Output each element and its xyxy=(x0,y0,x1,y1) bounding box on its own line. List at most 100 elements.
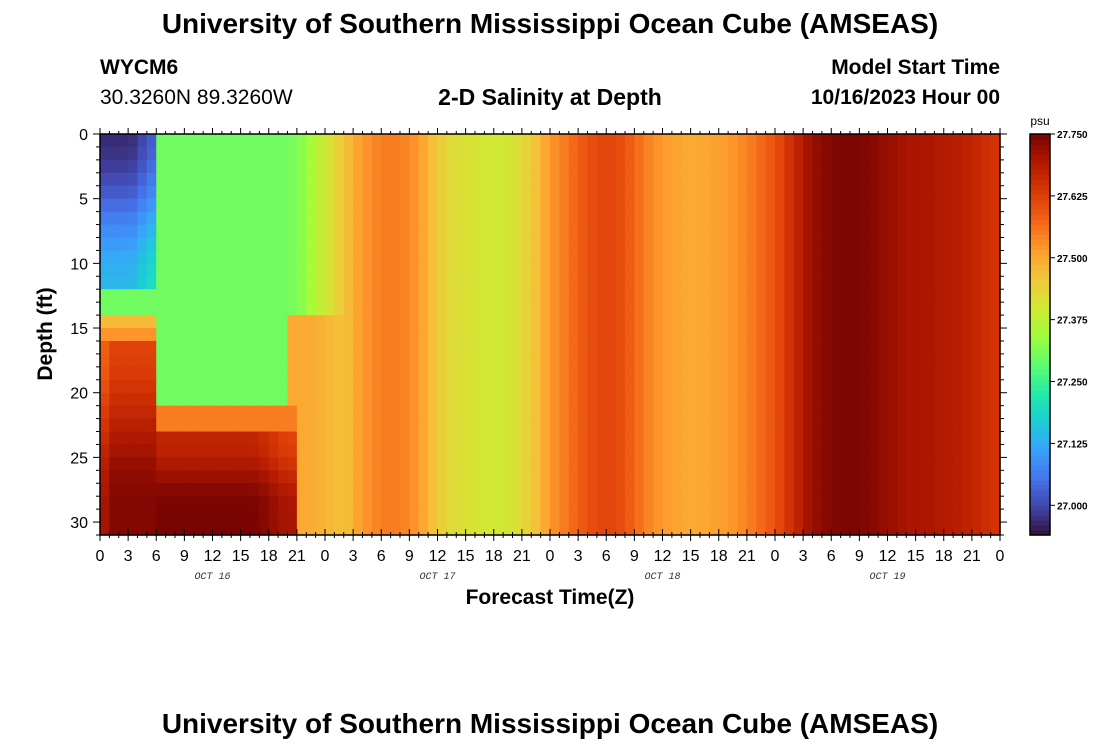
heatmap-cell xyxy=(175,457,185,471)
heatmap-cell xyxy=(915,522,926,536)
heatmap-cell xyxy=(728,159,739,174)
heatmap-cell xyxy=(315,172,326,187)
heatmap-cell xyxy=(859,315,870,329)
heatmap-cell xyxy=(671,392,682,407)
heatmap-cell xyxy=(175,353,185,368)
heatmap-cell xyxy=(315,340,326,355)
heatmap-cell xyxy=(662,366,673,381)
heatmap-cell xyxy=(531,172,542,187)
heatmap-cell xyxy=(465,276,476,290)
heatmap-cell xyxy=(671,444,682,458)
heatmap-cell xyxy=(156,379,167,394)
heatmap-cell xyxy=(906,431,917,446)
heatmap-cell xyxy=(493,276,504,290)
colorbar-swatch xyxy=(1030,149,1050,155)
heatmap-cell xyxy=(221,353,232,368)
heatmap-cell xyxy=(531,431,542,446)
heatmap-cell xyxy=(746,276,757,290)
heatmap-cell xyxy=(465,302,476,316)
heatmap-cell xyxy=(643,444,654,458)
day-label: OCT 16 xyxy=(194,572,230,583)
heatmap-cell xyxy=(240,146,251,161)
colorbar-swatch xyxy=(1030,199,1050,205)
heatmap-cell xyxy=(212,340,223,355)
heatmap-cell xyxy=(971,483,982,497)
heatmap-cell xyxy=(109,211,120,226)
heatmap-cell xyxy=(587,405,598,420)
heatmap-cell xyxy=(184,159,195,174)
heatmap-cell xyxy=(531,211,542,226)
heatmap-cell xyxy=(578,315,589,329)
heatmap-cell xyxy=(859,457,870,471)
heatmap-cell xyxy=(662,315,673,329)
heatmap-cell xyxy=(559,224,570,239)
heatmap-cell xyxy=(268,263,279,277)
heatmap-cell xyxy=(690,172,701,187)
heatmap-cell xyxy=(606,315,617,329)
heatmap-cell xyxy=(362,328,373,342)
colorbar-swatch xyxy=(1030,234,1050,240)
heatmap-cell xyxy=(953,470,964,484)
heatmap-cell xyxy=(531,315,542,329)
heatmap-cell xyxy=(231,509,242,523)
heatmap-cell xyxy=(915,444,926,458)
heatmap-cell xyxy=(662,172,673,187)
heatmap-cell xyxy=(878,198,889,213)
heatmap-cell xyxy=(962,379,973,394)
heatmap-cell xyxy=(146,353,157,368)
heatmap-cell xyxy=(512,185,523,200)
heatmap-cell xyxy=(634,250,645,264)
heatmap-cell xyxy=(484,134,495,148)
heatmap-cell xyxy=(212,250,223,264)
heatmap-cell xyxy=(587,418,598,433)
heatmap-cell xyxy=(756,470,767,484)
heatmap-cell xyxy=(671,250,682,264)
heatmap-cell xyxy=(793,431,804,446)
heatmap-cell xyxy=(390,134,401,148)
heatmap-cell xyxy=(475,392,485,407)
heatmap-cell xyxy=(418,496,429,510)
heatmap-cell xyxy=(625,328,635,342)
heatmap-cell xyxy=(306,431,317,446)
heatmap-cell xyxy=(756,172,767,187)
heatmap-cell xyxy=(906,146,917,161)
heatmap-cell xyxy=(821,185,832,200)
x-tick-label: 9 xyxy=(630,548,639,565)
heatmap-cell xyxy=(803,418,814,433)
heatmap-cell xyxy=(906,237,917,252)
heatmap-cell xyxy=(118,263,129,277)
heatmap-cell xyxy=(334,237,345,252)
heatmap-cell xyxy=(521,444,532,458)
heatmap-cell xyxy=(859,159,870,174)
heatmap-cell xyxy=(803,224,814,239)
heatmap-cell xyxy=(700,302,710,316)
heatmap-cell xyxy=(550,134,560,148)
heatmap-cell xyxy=(915,483,926,497)
heatmap-cell xyxy=(296,522,307,536)
heatmap-cell xyxy=(296,328,307,342)
heatmap-cell xyxy=(146,315,157,329)
heatmap-cell xyxy=(596,444,607,458)
heatmap-cell xyxy=(803,185,814,200)
heatmap-cell xyxy=(887,457,898,471)
heatmap-cell xyxy=(100,405,110,420)
heatmap-cell xyxy=(409,444,420,458)
heatmap-cell xyxy=(268,522,279,536)
heatmap-cell xyxy=(615,444,626,458)
heatmap-cell xyxy=(925,185,935,200)
heatmap-cell xyxy=(371,509,382,523)
heatmap-cell xyxy=(325,379,335,394)
heatmap-cell xyxy=(475,353,485,368)
heatmap-cell xyxy=(550,444,560,458)
heatmap-cell xyxy=(859,328,870,342)
heatmap-cell xyxy=(953,483,964,497)
heatmap-cell xyxy=(878,263,889,277)
heatmap-cell xyxy=(587,457,598,471)
heatmap-cell xyxy=(418,328,429,342)
heatmap-cell xyxy=(653,250,664,264)
heatmap-cell xyxy=(746,431,757,446)
heatmap-cell xyxy=(756,315,767,329)
heatmap-cell xyxy=(681,146,692,161)
heatmap-cell xyxy=(737,379,748,394)
x-tick-label: 0 xyxy=(321,548,330,565)
